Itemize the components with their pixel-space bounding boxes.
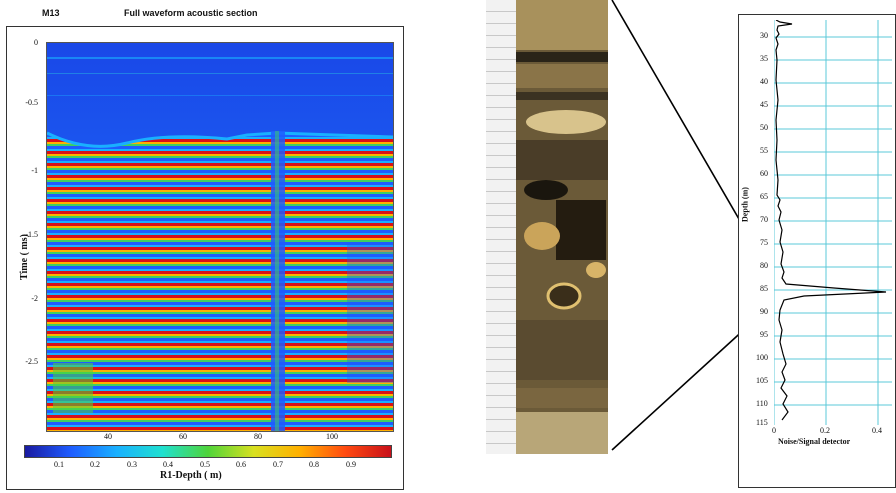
detector-grid [774,20,892,425]
detector-plot-area [774,20,892,425]
y-tick-1: -0.5 [25,98,38,107]
depth-tick-7: 65 [760,192,768,201]
depth-tick-5: 55 [760,146,768,155]
waveform-section-image [46,42,394,432]
colorbar-tick-1: 0.2 [90,460,100,469]
depth-tick-15: 105 [756,376,768,385]
depth-tick-3: 45 [760,100,768,109]
x-tick-2: 80 [254,432,262,441]
colorbar-tick-3: 0.4 [163,460,173,469]
section-title: Full waveform acoustic section [124,8,258,18]
detector-x-axis-title: Noise/Signal detector [778,437,851,446]
y-tick-4: -2 [31,294,38,303]
depth-tick-14: 100 [756,353,768,362]
depth-axis-title: Depth (m) [740,187,750,222]
colorbar-tick-2: 0.3 [127,460,137,469]
lower-left-anomaly [53,363,93,413]
x-tick-3: 100 [326,432,338,441]
colorbar-tick-0: 0.1 [54,460,64,469]
borehole-image [516,0,608,454]
detector-x-tick-2: 0.4 [872,426,882,435]
depth-tick-6: 60 [760,169,768,178]
y-tick-3: -1.5 [25,230,38,239]
x-axis-title: R1-Depth ( m) [160,470,222,481]
depth-tick-17: 115 [756,418,768,427]
depth-tick-8: 70 [760,215,768,224]
depth-tick-11: 85 [760,284,768,293]
y-tick-5: -2.5 [25,357,38,366]
detector-frame [738,14,896,488]
y-tick-0: 0 [34,38,38,47]
y-tick-2: -1 [31,166,38,175]
noise-speckle [47,57,393,96]
well-label: M13 [42,8,60,18]
reflector-band [47,131,393,431]
x-tick-1: 60 [179,432,187,441]
colorbar-tick-7: 0.8 [309,460,319,469]
depth-tick-2: 40 [760,77,768,86]
depth-tick-13: 95 [760,330,768,339]
colorbar-tick-6: 0.7 [273,460,283,469]
depth-tick-12: 90 [760,307,768,316]
x-tick-0: 40 [104,432,112,441]
depth-tick-16: 110 [756,399,768,408]
borehole-depth-scale [486,0,517,454]
colorbar-tick-5: 0.6 [236,460,246,469]
colorbar-tick-4: 0.5 [200,460,210,469]
colorbar-tick-8: 0.9 [346,460,356,469]
depth-tick-9: 75 [760,238,768,247]
depth-tick-0: 30 [760,31,768,40]
depth-tick-1: 35 [760,54,768,63]
noise-signal-trace [775,20,887,421]
depth-tick-10: 80 [760,261,768,270]
colorbar [24,445,392,458]
detector-x-tick-1: 0.2 [820,426,830,435]
depth-tick-4: 50 [760,123,768,132]
detector-x-tick-0: 0 [772,426,776,435]
